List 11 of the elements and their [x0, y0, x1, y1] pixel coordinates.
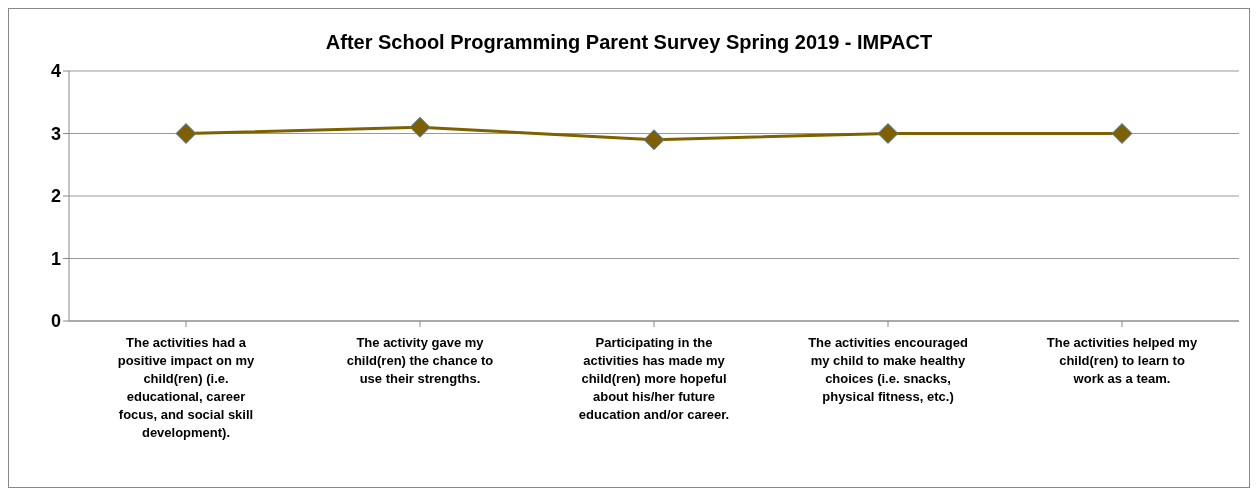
y-tick-label: 1 [50, 248, 61, 269]
y-tick-label: 3 [50, 123, 61, 144]
y-tick-label: 0 [50, 311, 61, 332]
chart-title: After School Programming Parent Survey Spring 2019 - IMPACT [324, 30, 934, 55]
x-tick-label: Participating in the activities has made my child(ren) more hopeful about his/her future education and/or career. [578, 335, 730, 422]
x-tick-label: The activities helped my child(ren) to learn to work as a team. [1046, 335, 1198, 386]
x-tick-label: The activities had a positive impact on my child(ren) (i.e. educational, career focus, and social skill development). [117, 335, 256, 440]
y-tick-label: 2 [50, 186, 61, 207]
x-tick-label: The activity gave my child(ren) the chance to use their strengths. [346, 335, 494, 386]
x-tick-label: The activities encouraged my child to make healthy choices (i.e. snacks, physical fitness, etc.) [808, 335, 968, 404]
y-tick-label: 4 [50, 61, 61, 82]
